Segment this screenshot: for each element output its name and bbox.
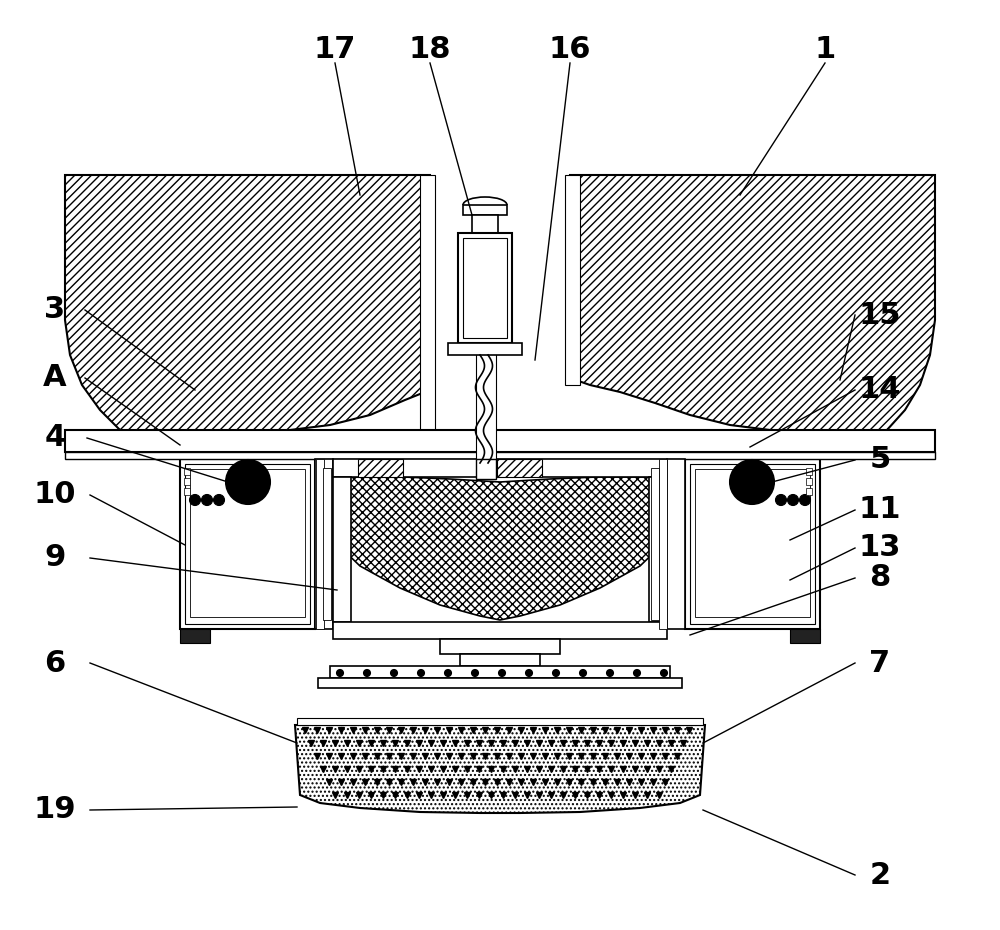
Circle shape (336, 670, 344, 676)
Bar (185, 464, 310, 624)
Text: 16: 16 (549, 35, 591, 64)
Bar (184, 478, 190, 485)
Polygon shape (570, 175, 935, 450)
Bar (65, 430, 935, 452)
Bar (651, 468, 659, 620)
Circle shape (800, 495, 810, 506)
Circle shape (190, 495, 200, 506)
Circle shape (390, 670, 398, 676)
Circle shape (444, 670, 452, 676)
Circle shape (364, 670, 370, 676)
Circle shape (226, 460, 270, 504)
Circle shape (730, 460, 774, 504)
Bar (476, 343, 496, 459)
Bar (323, 468, 331, 620)
Text: 17: 17 (314, 35, 356, 64)
Bar (333, 477, 351, 622)
Bar (458, 233, 512, 343)
Bar (806, 478, 812, 485)
Bar (806, 468, 812, 475)
Text: 15: 15 (859, 300, 901, 329)
Bar (463, 238, 507, 338)
Polygon shape (65, 175, 430, 450)
Text: 14: 14 (859, 376, 901, 405)
Circle shape (202, 495, 212, 506)
Circle shape (214, 495, 224, 506)
Circle shape (788, 495, 798, 506)
Polygon shape (295, 725, 705, 813)
Bar (316, 459, 324, 629)
Bar (420, 175, 435, 435)
Bar (476, 459, 496, 479)
Text: 4: 4 (44, 423, 66, 453)
Text: A: A (43, 364, 67, 392)
Bar (315, 459, 333, 629)
Text: 9: 9 (44, 543, 66, 573)
Bar (333, 622, 667, 639)
Text: 18: 18 (409, 35, 451, 64)
Bar (297, 718, 703, 725)
Bar (190, 469, 305, 617)
Circle shape (234, 468, 262, 496)
Bar (358, 459, 403, 477)
Circle shape (660, 670, 668, 676)
Bar (318, 678, 682, 688)
Circle shape (606, 670, 614, 676)
Bar (497, 459, 542, 477)
Circle shape (526, 670, 532, 676)
Text: 3: 3 (44, 296, 66, 325)
Text: 13: 13 (859, 534, 901, 563)
Text: 8: 8 (869, 564, 891, 592)
Bar (448, 343, 522, 355)
Circle shape (580, 670, 586, 676)
Circle shape (418, 670, 424, 676)
Bar (790, 629, 820, 643)
Text: 10: 10 (34, 481, 76, 510)
Text: 1: 1 (814, 35, 836, 64)
Text: 2: 2 (869, 860, 891, 889)
Bar (659, 459, 667, 629)
Circle shape (472, 670, 479, 676)
Bar (667, 459, 685, 629)
Circle shape (738, 468, 766, 496)
Text: 11: 11 (859, 496, 901, 525)
Text: 6: 6 (44, 648, 66, 677)
Bar (695, 469, 810, 617)
Bar (333, 459, 667, 477)
Bar (806, 488, 812, 495)
Bar (184, 468, 190, 475)
Bar (649, 477, 667, 622)
Bar (180, 629, 210, 643)
Polygon shape (333, 477, 667, 620)
Bar (460, 654, 540, 666)
Bar (690, 464, 815, 624)
Bar (685, 459, 820, 629)
Bar (565, 175, 580, 385)
Bar (440, 639, 560, 654)
Circle shape (498, 670, 506, 676)
Bar (65, 452, 935, 459)
Bar (463, 205, 507, 215)
Bar (180, 459, 315, 629)
Bar (330, 666, 670, 678)
Bar (184, 488, 190, 495)
Text: 19: 19 (34, 795, 76, 825)
Bar (472, 215, 498, 233)
Circle shape (776, 495, 786, 506)
Circle shape (634, 670, 640, 676)
Text: 7: 7 (869, 648, 891, 677)
Circle shape (552, 670, 560, 676)
Text: 5: 5 (869, 445, 891, 474)
